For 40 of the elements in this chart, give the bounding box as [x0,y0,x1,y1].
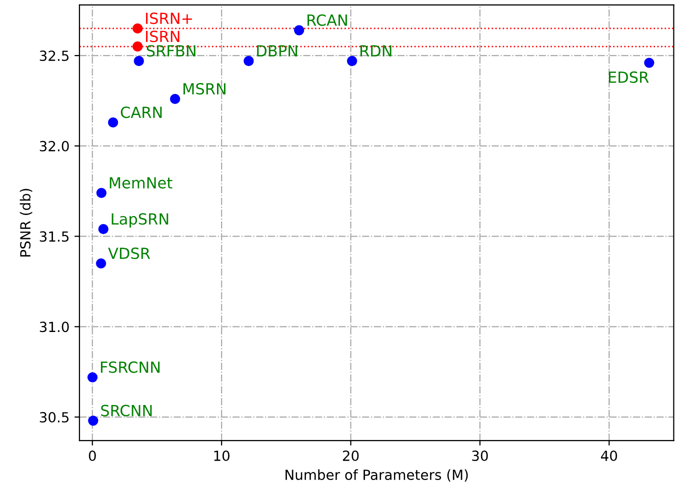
y-tick-label: 31.5 [40,231,69,242]
x-tick-label: 20 [342,450,359,462]
data-label: RDN [360,45,392,56]
x-axis-title: Number of Parameters (M) [286,469,468,482]
point [132,23,143,34]
data-label: DBPN [257,45,298,56]
data-label: SRFBN [146,45,196,57]
data-label: SRCNN [101,404,152,416]
x-tick-label: 0 [88,450,96,462]
data-label: LapSRN [112,213,168,228]
data-label: MSRN [184,83,226,95]
y-tick-label: 32.5 [40,50,69,62]
point [98,224,108,234]
data-label: ISRN [146,30,180,42]
x-tick-label: 40 [600,450,618,462]
x-tick-label: 30 [472,450,488,462]
point [170,94,180,104]
point [644,58,654,68]
y-tick-label: 32.0 [40,140,69,152]
data-label: MemNet [110,177,172,189]
data-label: RCAN [308,14,347,26]
point [294,25,304,36]
data-label: EDSR [608,71,649,83]
data-label: VDSR [108,248,150,260]
y-tick-label: 30.5 [40,412,69,423]
y-axis-title: PSNR (db) [20,188,32,256]
point [108,117,118,128]
point [96,188,107,198]
data-label: FSRCNN [100,361,160,373]
point [244,56,254,66]
point [132,41,143,52]
point [96,258,106,269]
point [88,416,98,426]
data-label: CARN [120,106,162,118]
point [87,372,98,382]
point [346,56,358,66]
point [134,56,144,66]
y-tick-label: 31.0 [40,322,69,332]
x-tick-label: 10 [214,450,230,462]
data-label: ISRN+ [146,12,192,24]
